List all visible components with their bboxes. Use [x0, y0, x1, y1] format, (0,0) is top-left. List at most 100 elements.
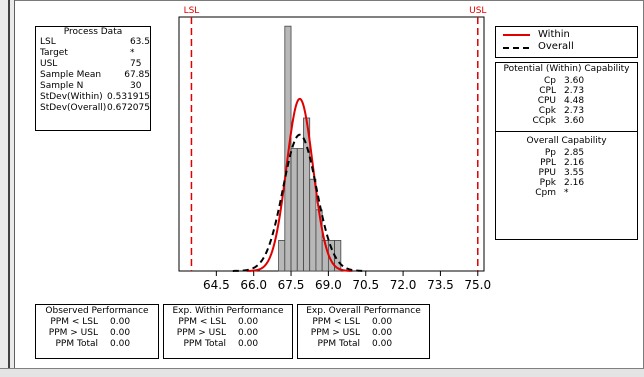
- stat-label: PPU: [538, 168, 556, 178]
- stat-row: PPL 2.16: [496, 158, 637, 168]
- curve-within: [246, 97, 353, 272]
- stat-row: Target *: [36, 48, 150, 59]
- x-tick-label: 73.5: [427, 278, 454, 292]
- curve-overall: [232, 133, 367, 272]
- stat-row: Pp 2.85: [496, 148, 637, 158]
- stat-label: StDev(Within): [40, 92, 103, 102]
- stat-label: Sample Mean: [40, 70, 102, 80]
- stat-label: Ppk: [539, 178, 556, 188]
- stat-row: CPU 4.48: [496, 96, 637, 106]
- window-left-edge: [0, 0, 15, 376]
- stat-row: StDev(Within) 0.531915: [36, 92, 150, 103]
- stat-value: 3.60: [564, 76, 585, 86]
- stat-value: 0.672075: [107, 103, 150, 113]
- spec-label-lsl: LSL: [184, 6, 200, 16]
- stat-row: StDev(Overall) 0.672075: [36, 103, 150, 114]
- overall-capability-title: Overall Capability: [526, 136, 607, 146]
- observed-performance-box: Observed Performance PPM < LSL 0.00 PPM > …: [35, 304, 159, 359]
- stat-value: 63.5: [129, 37, 150, 47]
- exp-within-performance-box: Exp. Within Performance PPM < LSL 0.00 PPM…: [163, 304, 293, 359]
- exp-overall-performance-title: Exp. Overall Performance: [306, 306, 421, 316]
- stat-label: LSL: [40, 37, 56, 47]
- potential-capability-rows: Cp 3.60 CPL 2.73 CPU 4.48 Cpk 2.73 CCpk 3.60: [496, 76, 637, 126]
- histogram-bar: [309, 178, 317, 272]
- stat-row: CPL 2.73: [496, 86, 637, 96]
- stat-label: CPL: [539, 86, 556, 96]
- stat-label: PPM > USL: [310, 328, 360, 338]
- stat-value: 2.73: [564, 106, 585, 116]
- exp-overall-performance-box: Exp. Overall Performance PPM < LSL 0.00 PP…: [297, 304, 430, 359]
- x-tick-label: 70.5: [352, 278, 379, 292]
- stat-value: 2.85: [564, 148, 585, 158]
- stat-row: Cpk 2.73: [496, 106, 637, 116]
- stat-row: PPM > USL 0.00: [298, 328, 429, 339]
- stat-row: Sample N 30: [36, 81, 150, 92]
- stat-label: PPM < LSL: [50, 317, 98, 327]
- x-tick-label: 64.5: [203, 278, 230, 292]
- stat-row: CCpk 3.60: [496, 116, 637, 126]
- stat-value: 2.16: [564, 158, 585, 168]
- exp-within-performance-title: Exp. Within Performance: [172, 306, 284, 316]
- process-data-box: Process Data LSL 63.5 Target * USL 75 Sample M…: [35, 26, 151, 131]
- stat-value: 75: [130, 59, 142, 69]
- stat-row: PPM < LSL 0.00: [164, 317, 292, 328]
- observed-performance-rows: PPM < LSL 0.00 PPM > USL 0.00 PPM Total 0.00: [36, 317, 158, 350]
- potential-capability-title: Potential (Within) Capability: [503, 64, 630, 74]
- stat-value: 0.00: [372, 328, 393, 338]
- stat-value: 2.16: [564, 178, 585, 188]
- stat-label: Cpk: [538, 106, 556, 116]
- stat-label: Target: [40, 48, 68, 58]
- stat-value: *: [564, 188, 569, 198]
- x-tick-label: 67.5: [278, 278, 305, 292]
- stat-value: *: [130, 48, 135, 58]
- exp-within-performance-rows: PPM < LSL 0.00 PPM > USL 0.00 PPM Total 0.00: [164, 317, 292, 350]
- stat-value: 3.55: [564, 168, 585, 178]
- stat-value: 0.00: [238, 339, 259, 349]
- spec-label-usl: USL: [469, 6, 486, 16]
- stat-label: USL: [40, 59, 58, 69]
- stat-value: 0.00: [110, 339, 131, 349]
- histogram-bar: [290, 148, 298, 272]
- legend-box: Within Overall: [495, 26, 638, 58]
- stat-label: PPM > USL: [176, 328, 226, 338]
- histogram-bar: [278, 239, 286, 272]
- stat-row: Cpm *: [496, 188, 637, 198]
- stat-row: Cp 3.60: [496, 76, 637, 86]
- x-tick-label: 66.0: [240, 278, 267, 292]
- x-tick-label: 69.0: [315, 278, 342, 292]
- stat-label: PPM < LSL: [178, 317, 226, 327]
- stat-label: Pp: [544, 148, 556, 158]
- stat-value: 0.00: [110, 328, 131, 338]
- stat-label: CCpk: [532, 116, 557, 126]
- stat-row: Ppk 2.16: [496, 178, 637, 188]
- x-tick-label: 72.0: [390, 278, 417, 292]
- capability-box: Potential (Within) Capability Cp 3.60 CPL 2…: [495, 62, 638, 240]
- stat-value: 0.00: [238, 328, 259, 338]
- legend-within-label: Within: [538, 29, 570, 40]
- stat-value: 0.00: [372, 317, 393, 327]
- stat-row: PPM Total 0.00: [298, 339, 429, 350]
- stat-label: PPM Total: [55, 339, 99, 349]
- stat-value: 67.85: [124, 70, 150, 80]
- stat-label: PPM Total: [183, 339, 227, 349]
- stat-row: PPM > USL 0.00: [164, 328, 292, 339]
- stat-value: 4.48: [564, 96, 585, 106]
- stat-label: CPU: [537, 96, 556, 106]
- stat-row: PPM < LSL 0.00: [298, 317, 429, 328]
- stat-value: 0.531915: [107, 92, 150, 102]
- histogram-bar: [296, 148, 304, 272]
- stat-label: StDev(Overall): [40, 103, 107, 113]
- stat-row: PPM Total 0.00: [36, 339, 158, 350]
- stat-value: 0.00: [110, 317, 131, 327]
- process-data-title: Process Data: [63, 27, 123, 37]
- stat-value: 2.73: [564, 86, 585, 96]
- stat-row: Sample Mean 67.85: [36, 70, 150, 81]
- overall-capability-rows: Pp 2.85 PPL 2.16 PPU 3.55 Ppk 2.16 Cpm *: [496, 148, 637, 198]
- stat-row: USL 75: [36, 59, 150, 70]
- stat-row: PPM Total 0.00: [164, 339, 292, 350]
- stat-row: PPU 3.55: [496, 168, 637, 178]
- stat-label: Sample N: [40, 81, 84, 91]
- stat-label: PPM Total: [317, 339, 361, 349]
- stat-value: 30: [130, 81, 142, 91]
